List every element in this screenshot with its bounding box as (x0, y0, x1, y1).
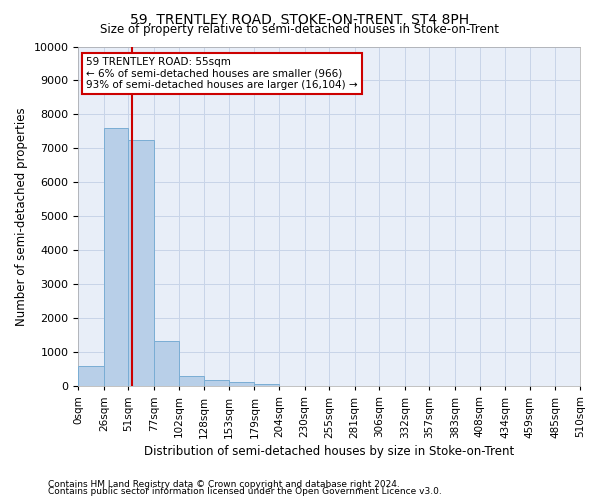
Text: Contains public sector information licensed under the Open Government Licence v3: Contains public sector information licen… (48, 487, 442, 496)
Bar (104, 128, 128, 386)
Bar (78, 366, 104, 386)
Text: 59 TRENTLEY ROAD: 55sqm
← 6% of semi-detached houses are smaller (966)
93% of se: 59 TRENTLEY ROAD: 55sqm ← 6% of semi-det… (86, 56, 358, 90)
X-axis label: Distribution of semi-detached houses by size in Stoke-on-Trent: Distribution of semi-detached houses by … (144, 444, 514, 458)
Text: Size of property relative to semi-detached houses in Stoke-on-Trent: Size of property relative to semi-detach… (101, 22, 499, 36)
Text: 59, TRENTLEY ROAD, STOKE-ON-TRENT, ST4 8PH: 59, TRENTLEY ROAD, STOKE-ON-TRENT, ST4 8… (130, 12, 470, 26)
Bar (128, 140, 154, 386)
Y-axis label: Number of semi-detached properties: Number of semi-detached properties (15, 107, 28, 326)
Text: Contains HM Land Registry data © Crown copyright and database right 2024.: Contains HM Land Registry data © Crown c… (48, 480, 400, 489)
Bar (204, 380, 229, 386)
Bar (179, 376, 204, 386)
Bar (254, 384, 279, 386)
Bar (154, 340, 179, 386)
Bar (229, 382, 254, 386)
